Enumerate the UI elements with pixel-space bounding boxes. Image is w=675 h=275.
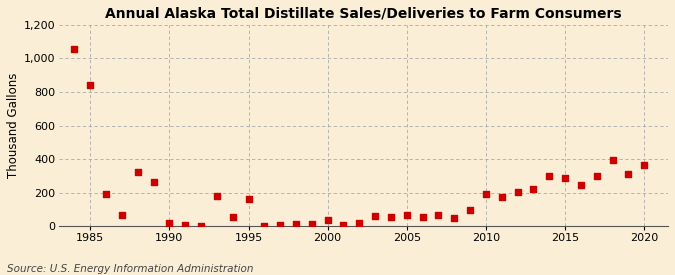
Point	[576, 183, 587, 188]
Point	[465, 208, 476, 213]
Point	[608, 158, 618, 162]
Point	[449, 216, 460, 220]
Point	[101, 192, 111, 197]
Point	[402, 212, 412, 217]
Point	[433, 212, 444, 217]
Point	[85, 83, 96, 87]
Y-axis label: Thousand Gallons: Thousand Gallons	[7, 73, 20, 178]
Point	[370, 214, 381, 218]
Point	[591, 174, 602, 178]
Point	[338, 222, 349, 227]
Point	[528, 187, 539, 192]
Point	[180, 222, 190, 227]
Point	[259, 223, 270, 228]
Point	[306, 222, 317, 226]
Point	[639, 163, 650, 167]
Point	[227, 215, 238, 219]
Point	[560, 175, 570, 180]
Point	[275, 222, 286, 227]
Point	[291, 222, 302, 226]
Point	[544, 174, 555, 178]
Point	[385, 215, 396, 219]
Point	[417, 215, 428, 219]
Point	[512, 190, 523, 194]
Point	[196, 223, 207, 228]
Point	[243, 197, 254, 202]
Point	[623, 172, 634, 177]
Point	[211, 194, 222, 198]
Point	[148, 180, 159, 184]
Point	[496, 195, 507, 199]
Title: Annual Alaska Total Distillate Sales/Deliveries to Farm Consumers: Annual Alaska Total Distillate Sales/Del…	[105, 7, 622, 21]
Point	[322, 218, 333, 222]
Point	[164, 221, 175, 225]
Text: Source: U.S. Energy Information Administration: Source: U.S. Energy Information Administ…	[7, 264, 253, 274]
Point	[132, 170, 143, 174]
Point	[69, 47, 80, 51]
Point	[354, 221, 364, 225]
Point	[117, 213, 128, 218]
Point	[481, 191, 491, 196]
